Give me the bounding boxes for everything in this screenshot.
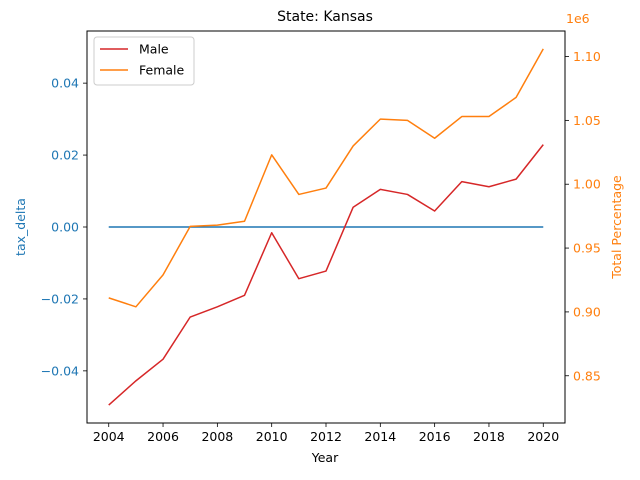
right-tick-label: 1.10 <box>573 49 601 64</box>
chart-title: State: Kansas <box>277 9 373 25</box>
x-tick-label: 2004 <box>93 429 125 444</box>
right-tick-label: 0.95 <box>573 241 601 256</box>
legend: Male Female <box>93 36 195 86</box>
left-tick-label: −0.04 <box>41 363 79 378</box>
left-tick-label: −0.02 <box>41 291 79 306</box>
right-axis-label: Total Percentage <box>609 175 624 280</box>
x-axis-label: Year <box>311 450 339 465</box>
x-tick-label: 2006 <box>147 429 179 444</box>
left-tick-label: 0.02 <box>51 148 79 163</box>
left-axis-label: tax_delta <box>13 198 28 256</box>
x-tick-label: 2012 <box>310 429 342 444</box>
series-line-female <box>108 48 544 308</box>
x-tick-label: 2018 <box>473 429 505 444</box>
x-tick-label: 2014 <box>364 429 396 444</box>
right-axis-offset-text: 1e6 <box>566 11 590 26</box>
right-tick-label: 0.85 <box>573 368 601 383</box>
right-tick-label: 1.05 <box>573 113 601 128</box>
legend-label-female: Female <box>139 63 185 78</box>
x-tick-label: 2008 <box>201 429 233 444</box>
left-tick-label: 0.00 <box>51 220 79 235</box>
series-line-male <box>108 144 544 406</box>
right-tick-label: 1.00 <box>573 177 601 192</box>
x-tick-label: 2016 <box>419 429 451 444</box>
legend-label-male: Male <box>139 42 169 57</box>
x-tick-label: 2010 <box>256 429 288 444</box>
right-tick-label: 0.90 <box>573 304 601 319</box>
x-tick-label: 2020 <box>527 429 559 444</box>
left-tick-label: 0.04 <box>51 76 79 91</box>
